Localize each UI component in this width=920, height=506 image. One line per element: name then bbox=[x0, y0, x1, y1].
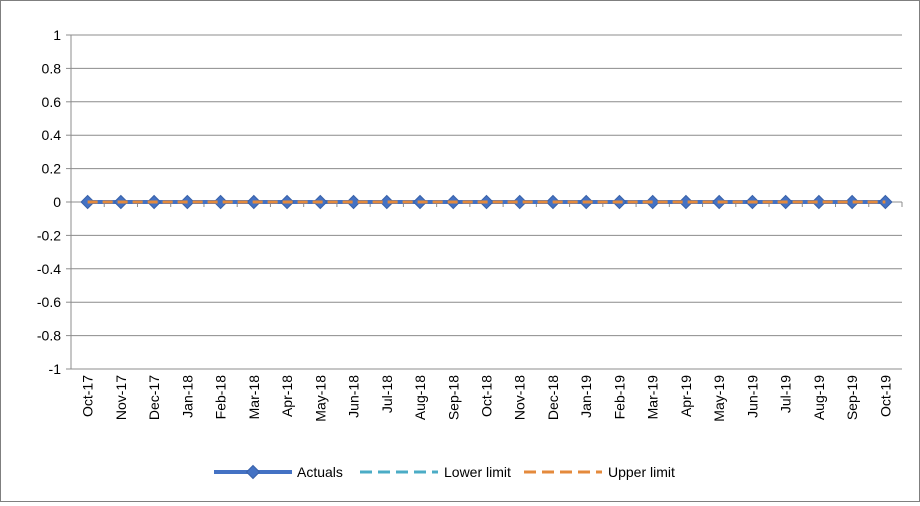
y-tick-label: -0.4 bbox=[37, 261, 61, 277]
x-tick-label: Jul-18 bbox=[379, 375, 395, 413]
x-tick-label: Jun-18 bbox=[346, 375, 362, 418]
x-tick-label: Apr-18 bbox=[279, 375, 295, 417]
x-tick-label: Jul-19 bbox=[778, 375, 794, 413]
x-tick-label: Aug-19 bbox=[811, 375, 827, 420]
x-tick-label: Sep-19 bbox=[844, 375, 860, 420]
x-tick-label: Nov-17 bbox=[113, 375, 129, 420]
x-tick-label: Dec-18 bbox=[545, 375, 561, 420]
legend-label: Upper limit bbox=[608, 464, 675, 480]
x-tick-label: Oct-17 bbox=[80, 375, 96, 417]
legend: Actuals Lower limit Upper limit bbox=[214, 464, 675, 480]
y-tick-label: -0.6 bbox=[37, 294, 61, 310]
y-tick-label: 1 bbox=[53, 27, 61, 43]
legend-upper-limit: Upper limit bbox=[524, 464, 675, 480]
legend-label: Actuals bbox=[297, 464, 343, 480]
x-tick-label: Jan-18 bbox=[179, 375, 195, 418]
x-tick-label: Feb-19 bbox=[611, 375, 627, 420]
y-tick-label: 0.2 bbox=[42, 161, 62, 177]
y-tick-label: 0.8 bbox=[42, 60, 62, 76]
x-tick-label: May-19 bbox=[711, 375, 727, 422]
legend-swatch-marker bbox=[247, 466, 260, 479]
y-tick-labels: -1 -0.8 -0.6 -0.4 -0.2 0 0.2 0.4 0.6 0.8 1 bbox=[37, 27, 61, 377]
x-tick-label: Oct-19 bbox=[877, 375, 893, 417]
x-tick-label: Feb-18 bbox=[213, 375, 229, 420]
y-tick-label: 0 bbox=[53, 194, 61, 210]
y-tick-label: -1 bbox=[49, 361, 62, 377]
x-tick-label: Oct-18 bbox=[479, 375, 495, 417]
y-tick-label: -0.2 bbox=[37, 227, 61, 243]
y-tick-label: -0.8 bbox=[37, 328, 61, 344]
x-tick-label: Mar-18 bbox=[246, 375, 262, 420]
legend-label: Lower limit bbox=[444, 464, 511, 480]
series-group bbox=[81, 196, 892, 209]
x-tick-label: Sep-18 bbox=[445, 375, 461, 420]
x-tick-labels: Oct-17 Nov-17 Dec-17 Jan-18 Feb-18 Mar-18 Apr-… bbox=[80, 375, 894, 422]
x-tick-label: Dec-17 bbox=[146, 375, 162, 420]
x-tick-label: Jan-19 bbox=[578, 375, 594, 418]
x-tick-label: Mar-19 bbox=[645, 375, 661, 420]
legend-lower-limit: Lower limit bbox=[360, 464, 511, 480]
x-tick-label: Nov-18 bbox=[512, 375, 528, 420]
x-tick-label: Apr-19 bbox=[678, 375, 694, 417]
legend-actuals: Actuals bbox=[214, 464, 343, 480]
y-tick-label: 0.6 bbox=[42, 94, 62, 110]
x-tick-label: Jun-19 bbox=[744, 375, 760, 418]
y-tick-label: 0.4 bbox=[42, 127, 62, 143]
x-tick-label: May-18 bbox=[312, 375, 328, 422]
x-tick-label: Aug-18 bbox=[412, 375, 428, 420]
